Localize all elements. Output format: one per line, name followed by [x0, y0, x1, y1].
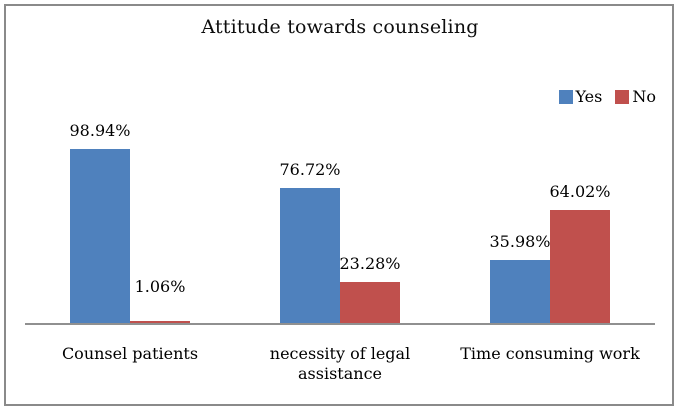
plot-area: 98.94% 1.06% 76.72% 23.28% 35.98% 64.02%: [25, 121, 655, 325]
chart-title: Attitude towards counseling: [201, 16, 479, 38]
category-label-0: Counsel patients: [61, 344, 199, 363]
bar-no-2: [550, 210, 610, 323]
bar-no-0: [130, 321, 190, 323]
legend-item-no: No: [615, 87, 656, 106]
category-label-2: Time consuming work: [460, 344, 640, 363]
legend-swatch-no: [615, 89, 630, 104]
bar-label-yes-2: 35.98%: [489, 232, 551, 251]
bar-yes-2: [490, 260, 550, 323]
legend-swatch-yes: [558, 89, 573, 104]
legend-label: Yes: [575, 87, 603, 106]
category-label-1: necessity of legal assistance: [269, 344, 411, 383]
legend-item-yes: Yes: [558, 87, 603, 106]
bar-label-yes-0: 98.94%: [69, 121, 131, 140]
bar-yes-1: [280, 188, 340, 323]
bar-label-no-0: 1.06%: [134, 277, 186, 296]
bar-no-1: [340, 282, 400, 323]
x-axis-line: [25, 323, 655, 325]
bar-yes-0: [70, 149, 130, 323]
bar-label-no-2: 64.02%: [549, 182, 611, 201]
bar-label-no-1: 23.28%: [339, 254, 401, 273]
legend: Yes No: [558, 87, 656, 106]
category-axis-labels: Counsel patients necessity of legal assis…: [25, 344, 655, 390]
legend-label: No: [632, 87, 656, 106]
bar-label-yes-1: 76.72%: [279, 160, 341, 179]
